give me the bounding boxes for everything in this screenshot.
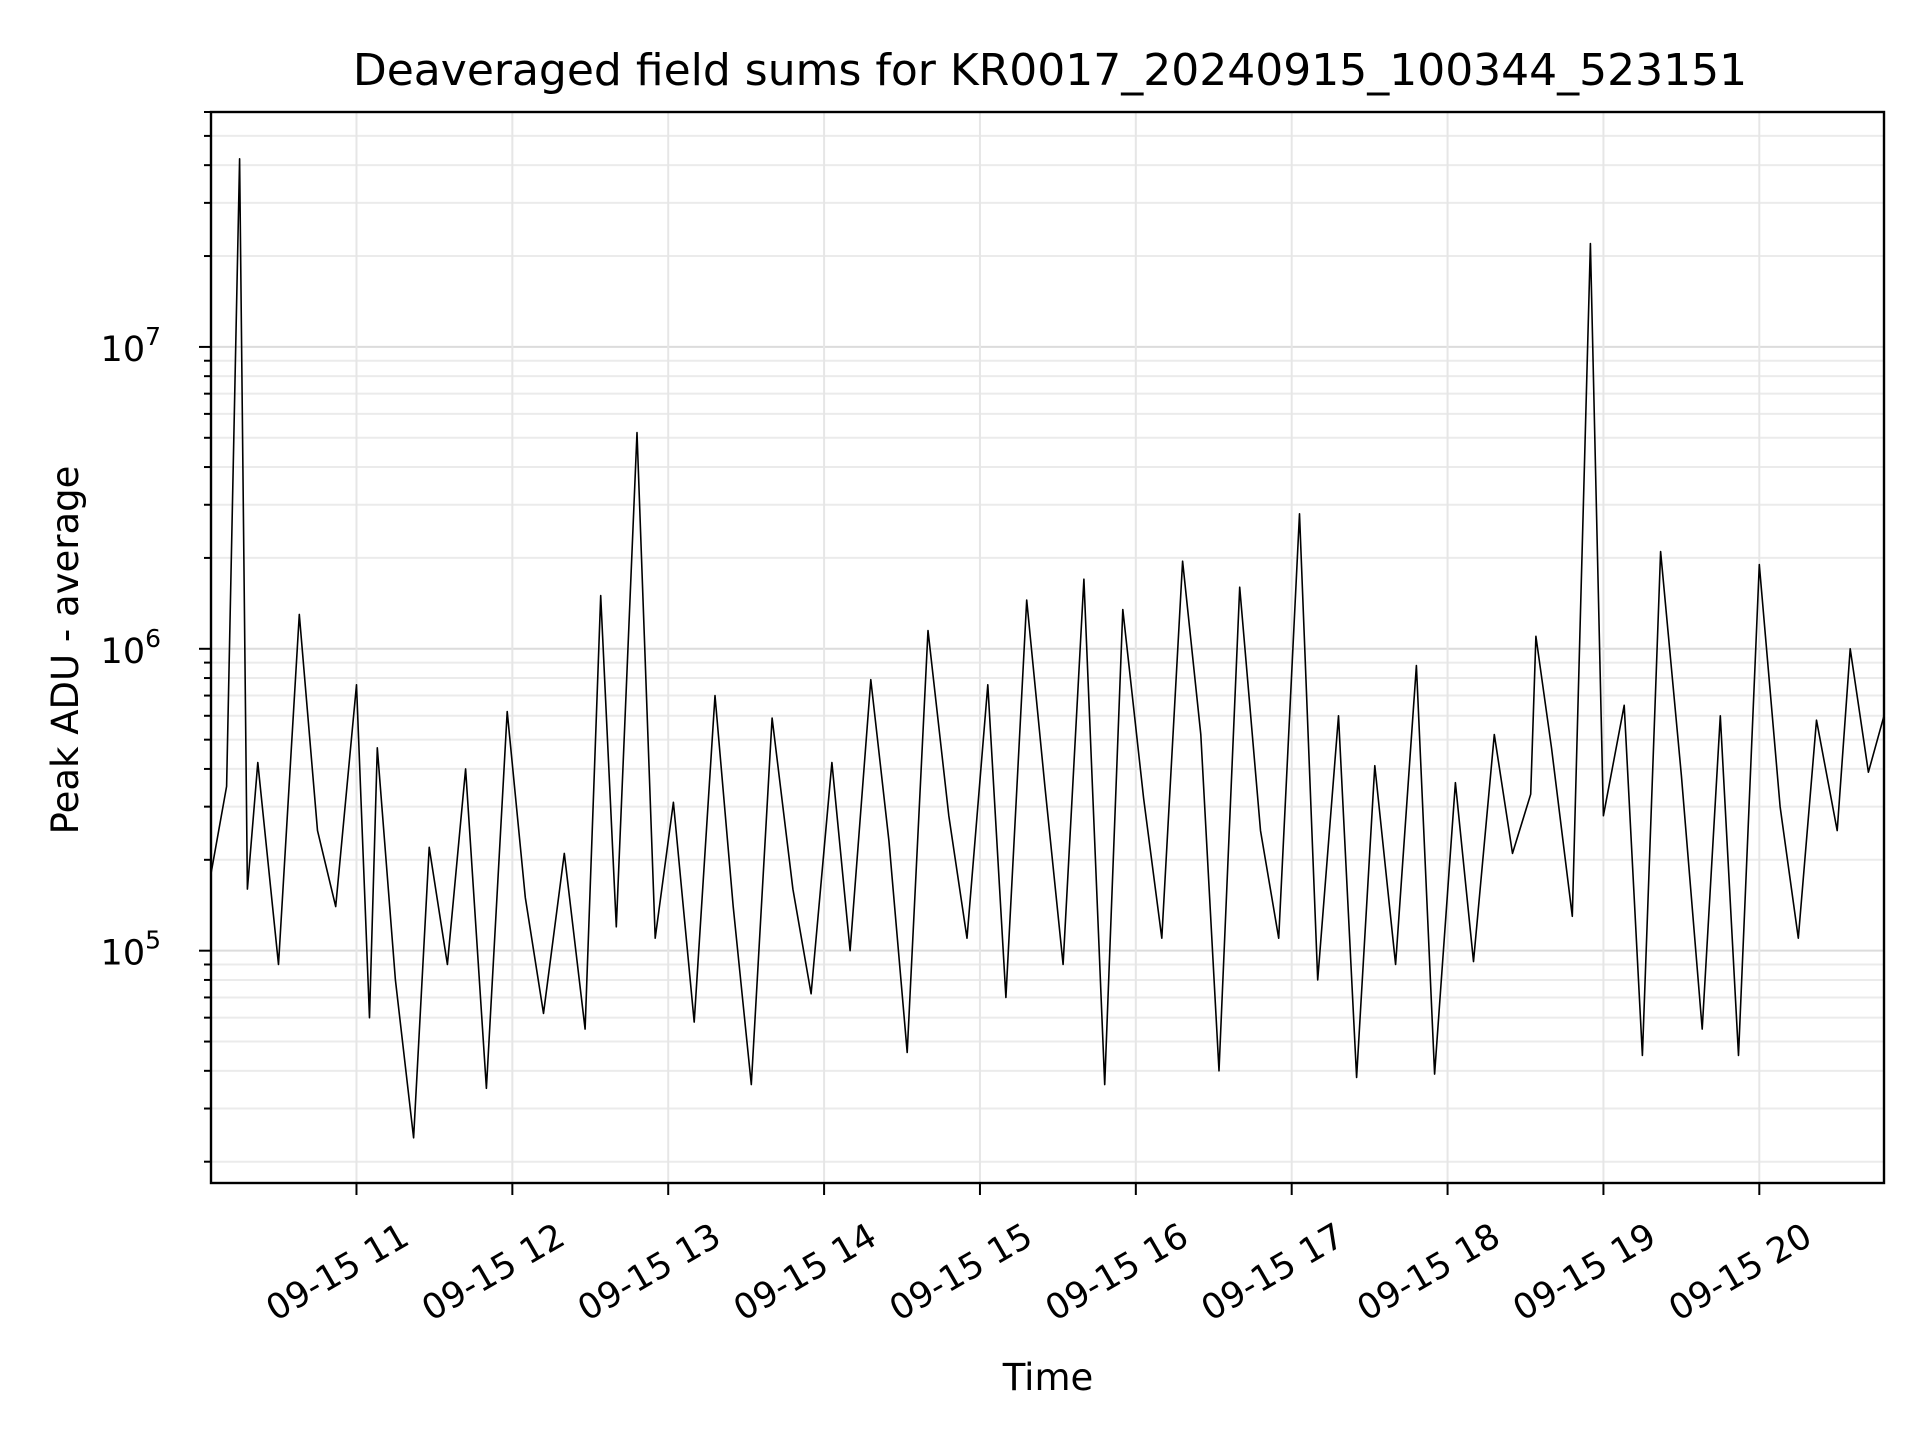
x-axis-label: Time: [1002, 1356, 1094, 1399]
y-tick-label-base: 10: [101, 632, 146, 672]
x-tick-label: 09-15 13: [571, 1216, 727, 1329]
y-tick-label: 105: [101, 926, 161, 974]
x-tick-label: 09-15 17: [1195, 1216, 1351, 1329]
y-tick-label: 107: [101, 322, 161, 370]
x-tick-label: 09-15 20: [1663, 1216, 1819, 1329]
x-tick-label: 09-15 15: [883, 1216, 1039, 1329]
x-tick-label: 09-15 16: [1039, 1216, 1195, 1329]
chart-title: Deaveraged field sums for KR0017_2024091…: [353, 45, 1747, 96]
y-axis-label: Peak ADU - average: [44, 466, 87, 835]
x-tick-label: 09-15 11: [260, 1216, 416, 1329]
series-line: [210, 158, 1885, 1139]
x-tick-label: 09-15 19: [1507, 1216, 1663, 1329]
x-axis: 09-15 11 09-15 12 09-15 13 09-15 14 09-15 15…: [260, 1183, 1819, 1329]
x-tick-label: 09-15 18: [1351, 1216, 1507, 1329]
x-tick-label: 09-15 12: [416, 1216, 572, 1329]
y-tick-label-exponent: 7: [145, 322, 161, 351]
y-tick-label-base: 10: [101, 934, 146, 974]
x-tick-label: 09-15 14: [727, 1216, 883, 1329]
y-tick-label: 106: [101, 624, 161, 672]
grid: [211, 111, 1884, 1183]
y-tick-label-exponent: 6: [145, 624, 161, 653]
y-tick-label-exponent: 5: [145, 926, 161, 955]
series-line-group: [210, 158, 1885, 1139]
plot-frame: [209, 110, 1886, 1185]
y-tick-label-base: 10: [101, 330, 146, 370]
